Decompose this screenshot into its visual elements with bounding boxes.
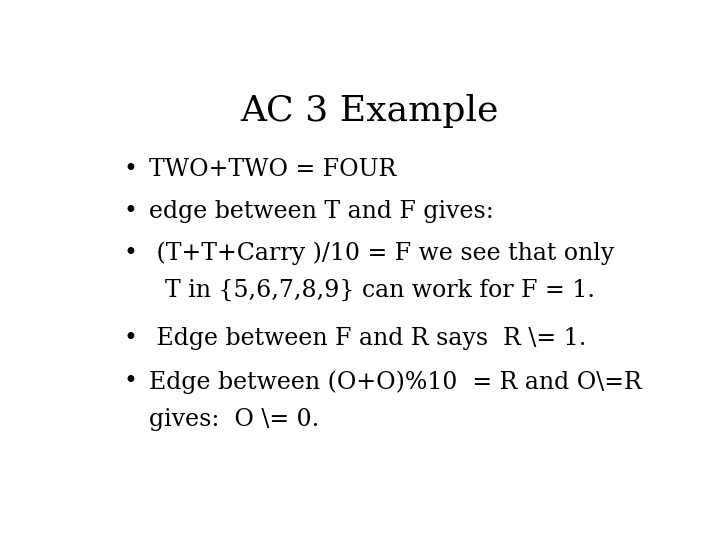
- Text: T in {5,6,7,8,9} can work for F = 1.: T in {5,6,7,8,9} can work for F = 1.: [166, 279, 595, 302]
- Text: •: •: [124, 158, 138, 181]
- Text: Edge between (O+O)%10  = R and O\=R: Edge between (O+O)%10 = R and O\=R: [148, 370, 642, 394]
- Text: Edge between F and R says  R \= 1.: Edge between F and R says R \= 1.: [148, 327, 586, 350]
- Text: •: •: [124, 370, 138, 394]
- Text: TWO+TWO = FOUR: TWO+TWO = FOUR: [148, 158, 396, 181]
- Text: gives:  O \= 0.: gives: O \= 0.: [148, 408, 319, 431]
- Text: AC 3 Example: AC 3 Example: [240, 94, 498, 128]
- Text: (T+T+Carry )/10 = F we see that only: (T+T+Carry )/10 = F we see that only: [148, 241, 614, 265]
- Text: •: •: [124, 241, 138, 265]
- Text: •: •: [124, 327, 138, 350]
- Text: edge between T and F gives:: edge between T and F gives:: [148, 200, 493, 223]
- Text: •: •: [124, 200, 138, 223]
